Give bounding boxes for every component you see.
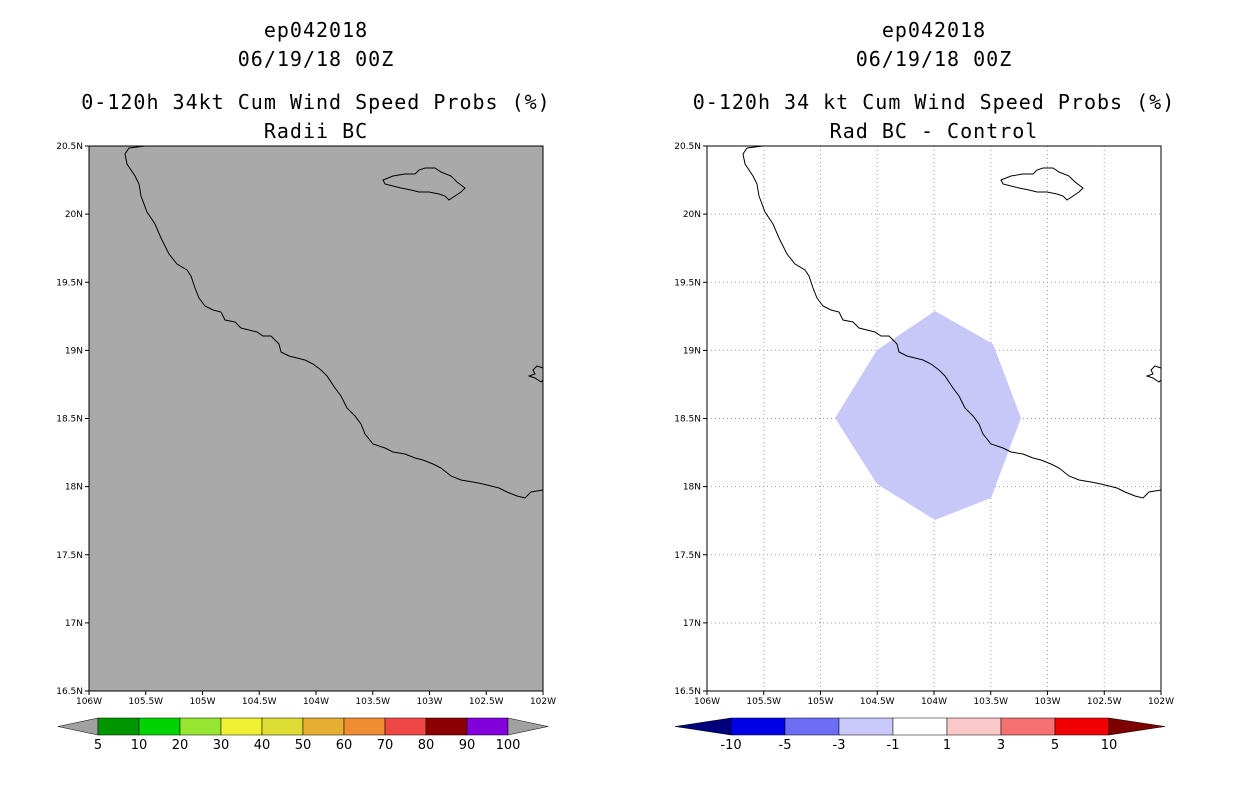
colorbar-swatch <box>784 717 840 736</box>
colorbar-label: -10 <box>720 738 741 753</box>
lat-label: 20N <box>683 210 701 220</box>
lon-label: 104W <box>921 697 947 707</box>
left-lon-labels: 106W 105.5W 105W 104.5W 104W 103.5W 103W 102.5W… <box>76 691 556 707</box>
colorbar-label: 70 <box>377 738 394 753</box>
left-title-line1: ep042018 <box>263 18 369 42</box>
colorbar-swatch <box>425 717 468 736</box>
lon-label: 102.5W <box>469 697 504 707</box>
left-title-line3: 0-120h 34kt Cum Wind Speed Probs (%) <box>81 90 551 114</box>
lon-label: 104W <box>303 697 329 707</box>
colorbar-label: 1 <box>943 738 951 753</box>
colorbar-swatch <box>1054 717 1110 736</box>
colorbar-swatch <box>838 717 894 736</box>
lon-label: 105W <box>807 697 833 707</box>
colorbar-label: -3 <box>833 738 846 753</box>
colorbar-swatch <box>97 717 140 736</box>
colorbar-swatch <box>179 717 222 736</box>
lat-label: 18N <box>65 483 83 493</box>
lat-label: 17N <box>683 619 701 629</box>
right-lat-labels: 20.5N 20N 19.5N 19N 18.5N 18N 17.5N 17N 16.5N <box>674 142 707 697</box>
colorbar-swatch <box>384 717 427 736</box>
colorbar-label: -5 <box>779 738 792 753</box>
colorbar-swatch <box>138 717 181 736</box>
left-map-panel: 20.5N 20N 19.5N 19N 18.5N 18N 17.5N 17N 16.5N 10… <box>56 142 556 707</box>
lon-label: 102W <box>1148 697 1174 707</box>
colorbar-label: 3 <box>997 738 1005 753</box>
lat-label: 18.5N <box>674 415 701 425</box>
lon-label: 105.5W <box>128 697 163 707</box>
lon-label: 103W <box>1034 697 1060 707</box>
lon-label: 104.5W <box>860 697 895 707</box>
left-map-background <box>88 145 544 692</box>
lon-label: 105W <box>189 697 215 707</box>
right-colorbar <box>674 717 1166 736</box>
colorbar-left-end <box>57 717 99 736</box>
colorbar-label: -1 <box>887 738 900 753</box>
colorbar-label: 5 <box>1051 738 1059 753</box>
right-lon-labels: 106W 105.5W 105W 104.5W 104W 103.5W 103W 102.5W… <box>694 691 1174 707</box>
lon-label: 105.5W <box>746 697 781 707</box>
lat-label: 18.5N <box>56 415 83 425</box>
colorbar-swatch <box>261 717 304 736</box>
left-colorbar <box>57 717 549 736</box>
lat-label: 19.5N <box>674 278 701 288</box>
colorbar-label: 5 <box>94 738 102 753</box>
lat-label: 16.5N <box>56 687 83 697</box>
lon-label: 103W <box>416 697 442 707</box>
lat-label: 19.5N <box>56 278 83 288</box>
colorbar-right-end <box>1108 717 1166 736</box>
lon-label: 106W <box>694 697 720 707</box>
left-lat-labels: 20.5N 20N 19.5N 19N 18.5N 18N 17.5N 17N 16.5N <box>56 142 89 697</box>
colorbar-label: 10 <box>1101 738 1118 753</box>
lat-label: 17.5N <box>674 551 701 561</box>
colorbar-label: 40 <box>254 738 271 753</box>
lat-label: 20.5N <box>674 142 701 152</box>
right-map-panel: 20.5N 20N 19.5N 19N 18.5N 18N 17.5N 17N 16.5N 10… <box>674 142 1174 707</box>
left-title-line2: 06/19/18 00Z <box>237 47 395 71</box>
right-title-line4: Rad BC - Control <box>829 119 1039 143</box>
colorbar-label: 80 <box>418 738 435 753</box>
lat-label: 17.5N <box>56 551 83 561</box>
lon-label: 102W <box>530 697 556 707</box>
lat-label: 19N <box>65 346 83 356</box>
lat-label: 16.5N <box>674 687 701 697</box>
colorbar-swatch <box>892 717 948 736</box>
right-title-line2: 06/19/18 00Z <box>855 47 1013 71</box>
left-colorbar-labels: 5 10 20 30 40 50 60 70 80 90 100 <box>94 738 521 753</box>
lat-label: 17N <box>65 619 83 629</box>
colorbar-label: 20 <box>172 738 189 753</box>
colorbar-swatch <box>730 717 786 736</box>
colorbar-right-end <box>507 717 549 736</box>
colorbar-swatch <box>220 717 263 736</box>
colorbar-swatch <box>946 717 1002 736</box>
colorbar-swatch <box>302 717 345 736</box>
colorbar-swatch <box>1000 717 1056 736</box>
colorbar-left-end <box>674 717 732 736</box>
colorbar-label: 10 <box>131 738 148 753</box>
right-colorbar-labels: -10 -5 -3 -1 1 3 5 10 <box>720 738 1117 753</box>
probability-difference-area <box>835 311 1021 520</box>
lat-label: 20N <box>65 210 83 220</box>
colorbar-label: 60 <box>336 738 353 753</box>
lon-label: 103.5W <box>355 697 390 707</box>
colorbar-label: 90 <box>459 738 476 753</box>
right-title-line1: ep042018 <box>881 18 987 42</box>
left-title-line4: Radii BC <box>263 119 369 143</box>
lat-label: 20.5N <box>56 142 83 152</box>
colorbar-swatch <box>343 717 386 736</box>
lat-label: 19N <box>683 346 701 356</box>
colorbar-label: 100 <box>496 738 521 753</box>
lat-label: 18N <box>683 483 701 493</box>
lon-label: 104.5W <box>242 697 277 707</box>
lon-label: 102.5W <box>1087 697 1122 707</box>
colorbar-swatch <box>466 717 509 736</box>
lon-label: 106W <box>76 697 102 707</box>
colorbar-label: 30 <box>213 738 230 753</box>
colorbar-label: 50 <box>295 738 312 753</box>
lon-label: 103.5W <box>973 697 1008 707</box>
right-title-line3: 0-120h 34 kt Cum Wind Speed Probs (%) <box>692 90 1176 114</box>
